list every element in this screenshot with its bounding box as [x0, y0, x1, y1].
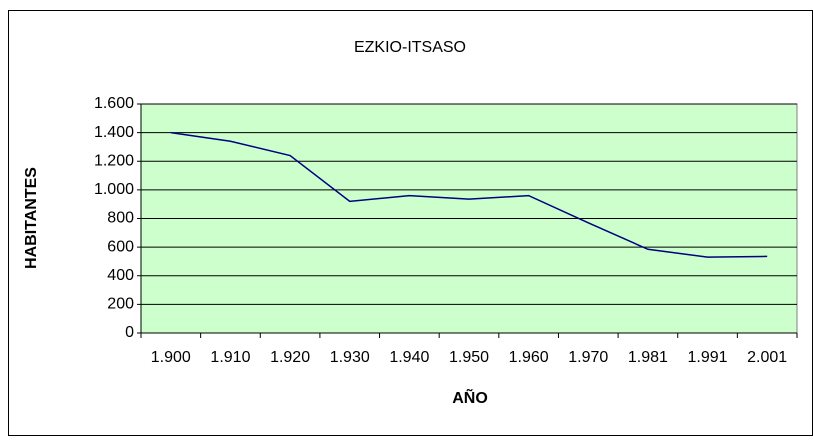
x-tick-label: 1.930	[330, 349, 370, 366]
x-tick-label: 1.900	[151, 349, 191, 366]
y-tick-label: 1.000	[94, 181, 134, 198]
x-tick-label: 1.970	[568, 349, 608, 366]
x-axis-label: AÑO	[452, 387, 488, 407]
x-tick-label: 2.001	[747, 349, 787, 366]
x-tick-label: 1.991	[688, 349, 728, 366]
y-tick-label: 600	[107, 238, 134, 255]
x-tick-label: 1.920	[270, 349, 310, 366]
chart-title: EZKIO-ITSASO	[354, 39, 466, 56]
y-tick-label: 1.400	[94, 124, 134, 141]
line-series	[170, 131, 768, 258]
y-tick-label: 0	[125, 324, 134, 341]
y-axis-label: HABITANTES	[23, 167, 40, 269]
x-tick-label: 1.981	[628, 349, 668, 366]
y-tick-label: 1.600	[94, 95, 134, 112]
y-tick-label: 800	[107, 210, 134, 227]
y-tick-label: 200	[107, 296, 134, 313]
x-tick-label: 1.940	[389, 349, 429, 366]
x-tick-label: 1.910	[210, 349, 250, 366]
y-tick-label: 1.200	[94, 152, 134, 169]
x-tick-label: 1.950	[449, 349, 489, 366]
x-tick-label: 1.960	[509, 349, 549, 366]
y-tick-label: 400	[107, 267, 134, 284]
